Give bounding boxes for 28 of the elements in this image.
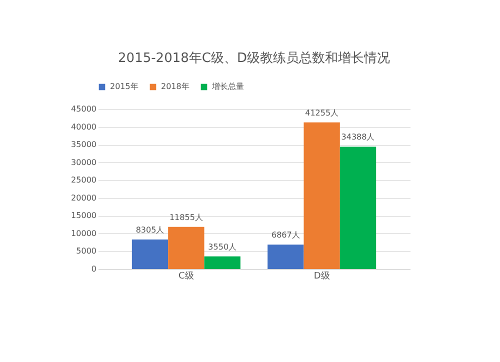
- y-tick-label: 40000: [71, 122, 96, 132]
- y-tick-label: 10000: [71, 228, 96, 238]
- y-tick-label: 20000: [71, 193, 96, 202]
- bar: [132, 239, 168, 269]
- data-label: 11855人: [169, 212, 203, 222]
- bar: [340, 146, 376, 269]
- bar: [204, 256, 240, 269]
- data-label: 34388人: [341, 132, 375, 142]
- bar: [304, 122, 340, 269]
- y-tick-label: 30000: [71, 158, 96, 167]
- data-label: 6867人: [271, 230, 300, 240]
- legend-label: 2015年: [110, 82, 138, 91]
- legend-label: 2018年: [161, 82, 190, 91]
- data-label: 3550人: [208, 242, 237, 252]
- y-tick-label: 25000: [71, 176, 96, 185]
- x-tick-label: C级: [178, 270, 194, 282]
- y-tick-label: 5000: [76, 246, 96, 256]
- y-tick-label: 0: [91, 264, 96, 274]
- y-tick-label: 35000: [71, 140, 96, 150]
- chart-title: 2015-2018年C级、D级教练员总数和增长情况: [118, 51, 390, 66]
- x-tick-label: D级: [314, 270, 330, 282]
- legend-label: 增长总量: [211, 82, 244, 91]
- y-tick-label: 45000: [71, 104, 96, 114]
- bar: [268, 244, 304, 269]
- data-label: 41255人: [305, 108, 339, 118]
- bar: [168, 226, 204, 269]
- data-label: 8305人: [136, 225, 164, 234]
- y-tick-label: 15000: [71, 211, 96, 220]
